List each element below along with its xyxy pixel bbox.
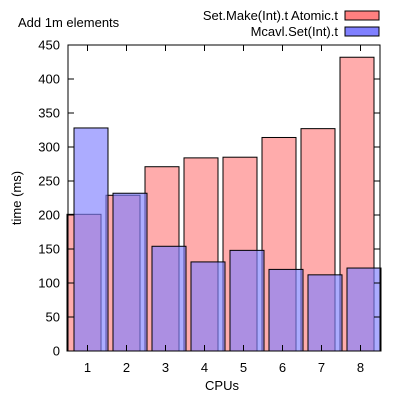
x-tick-label-5: 5 — [240, 360, 247, 375]
y-tick-label-100: 100 — [38, 276, 60, 291]
bar-mcavl-7 — [307, 274, 343, 352]
x-tick-label-8: 8 — [357, 360, 364, 375]
bar-mcavl-8 — [346, 267, 382, 352]
x-tick-label-4: 4 — [201, 360, 208, 375]
y-tick-label-300: 300 — [38, 140, 60, 155]
bar-mcavl-3 — [151, 245, 187, 352]
y-tick-label-250: 250 — [38, 174, 60, 189]
x-tick-label-7: 7 — [318, 360, 325, 375]
x-tick-label-2: 2 — [123, 360, 130, 375]
y-axis-label: time (ms) — [9, 171, 24, 225]
legend-label-mcavl: Mcavl.Set(Int).t — [251, 24, 339, 39]
x-tick-label-1: 1 — [84, 360, 91, 375]
y-tick-label-200: 200 — [38, 208, 60, 223]
legend-label-set-make: Set.Make(Int).t Atomic.t — [203, 8, 338, 23]
y-tick-label-400: 400 — [38, 72, 60, 87]
y-tick-label-350: 350 — [38, 106, 60, 121]
x-tick-label-6: 6 — [279, 360, 286, 375]
ticks-layer: 0 50 100 150 200 250 300 350 400 450 1 2 3 4 5 6 7 8 — [38, 38, 380, 375]
bar-mcavl-5 — [229, 249, 265, 352]
plot-frame — [67, 44, 381, 352]
y-tick-label-0: 0 — [53, 344, 60, 359]
legend-swatch-mcavl — [344, 26, 380, 37]
legend: Set.Make(Int).t Atomic.t Mcavl.Set(Int).… — [203, 8, 380, 39]
bar-mcavl-1 — [73, 127, 109, 352]
legend-swatch-set-make — [344, 10, 380, 21]
y-tick-label-150: 150 — [38, 242, 60, 257]
y-tick-label-50: 50 — [46, 310, 60, 325]
chart-title: Add 1m elements — [18, 15, 120, 30]
bar-mcavl-6 — [268, 268, 304, 352]
y-tick-label-450: 450 — [38, 38, 60, 53]
bar-mcavl-2 — [112, 192, 148, 352]
bar-mcavl-4 — [190, 261, 226, 352]
x-axis-label: CPUs — [205, 378, 239, 393]
x-tick-label-3: 3 — [162, 360, 169, 375]
bars-layer — [66, 56, 382, 352]
